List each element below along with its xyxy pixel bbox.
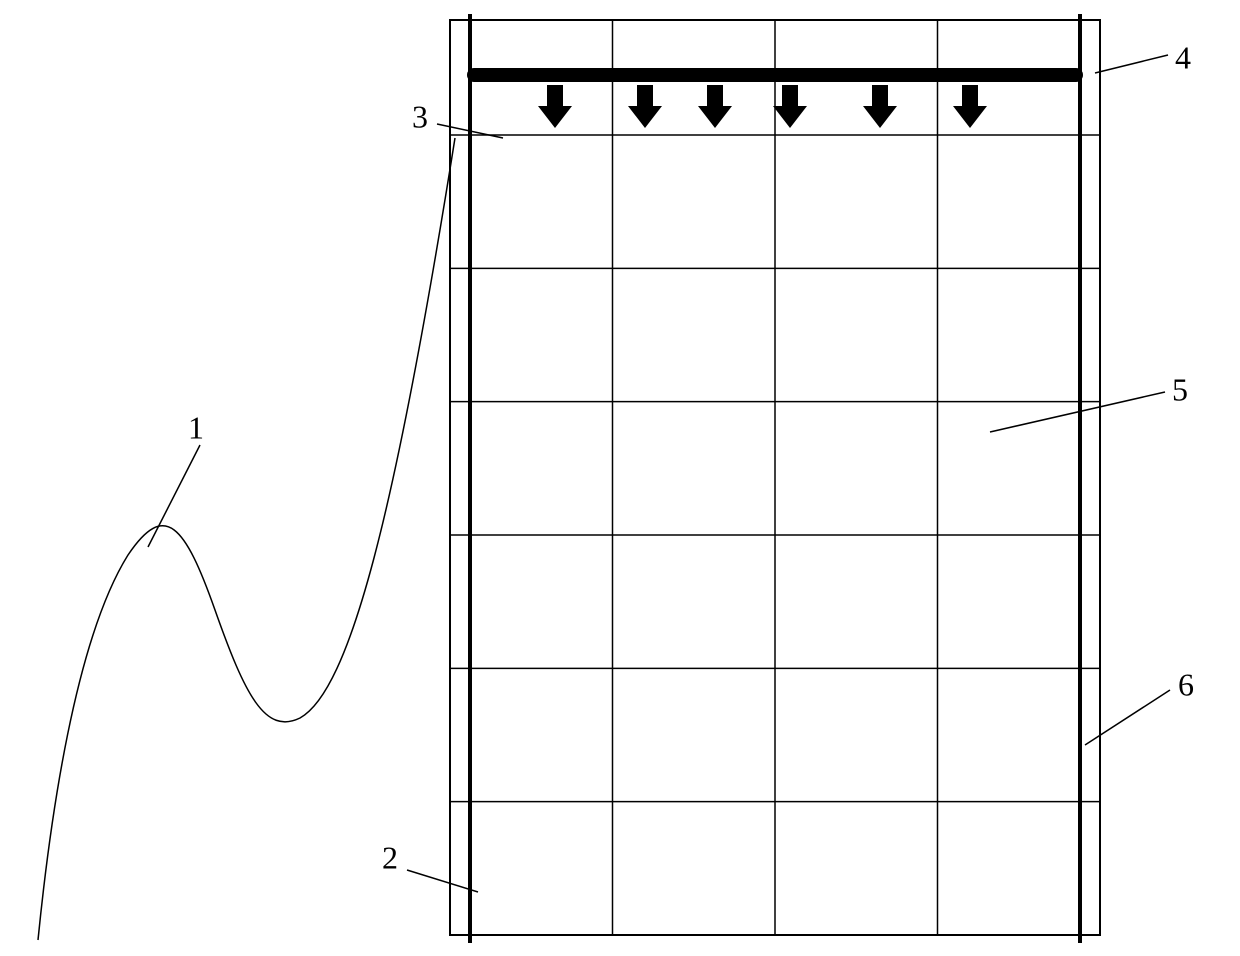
load-arrow-icon [698,85,732,128]
callout-leader-6 [1085,690,1170,745]
callout-leader-1 [148,445,200,547]
diagram-svg: 1 2 3 4 5 6 [0,0,1240,951]
callout-label-4: 4 [1175,40,1191,76]
tooth-profile-curve [38,138,455,940]
load-arrow-icon [538,85,572,128]
callout-label-3: 3 [412,99,428,135]
callout-leader-4 [1095,55,1168,73]
callout-leader-5 [990,392,1165,432]
diagram-container: 1 2 3 4 5 6 [0,0,1240,951]
callout-label-2: 2 [382,840,398,876]
callout-label-1: 1 [188,410,204,446]
load-arrow-icon [773,85,807,128]
callout-label-6: 6 [1178,667,1194,703]
load-arrow-icon [863,85,897,128]
callout-leader-2 [407,870,478,892]
load-arrow-icon [628,85,662,128]
load-arrow-icon [953,85,987,128]
callout-label-5: 5 [1172,372,1188,408]
